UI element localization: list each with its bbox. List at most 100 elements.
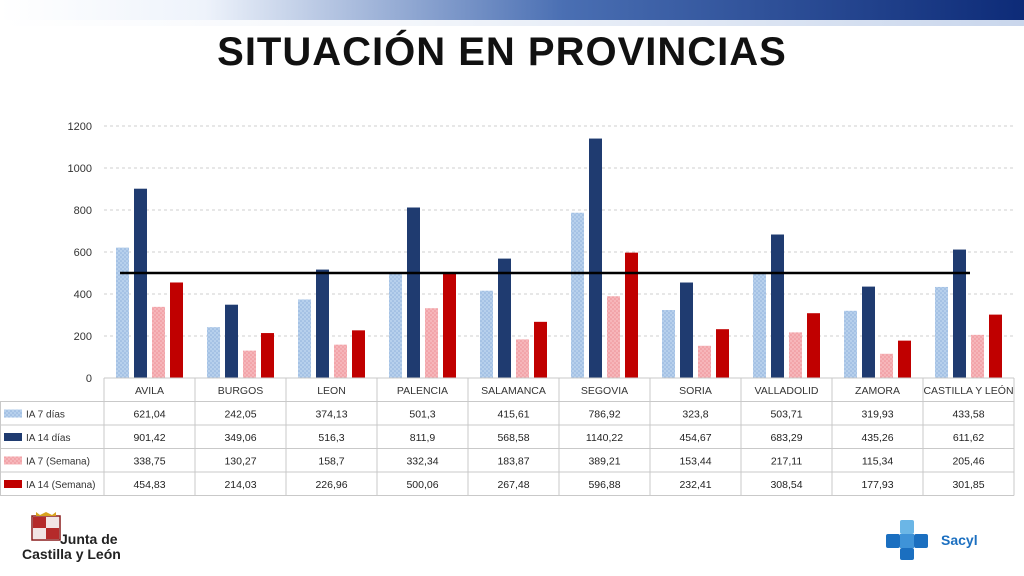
data-label: 516,3: [318, 432, 344, 444]
legend-label: IA 7 días: [26, 410, 65, 421]
data-label: 226,96: [315, 479, 347, 491]
sacyl-logo-text: Sacyl: [941, 532, 978, 548]
category-label: ZAMORA: [855, 385, 900, 397]
y-tick-label: 400: [74, 289, 92, 301]
y-tick-label: 0: [86, 373, 92, 385]
data-label: 433,58: [952, 409, 984, 421]
data-label: 786,92: [588, 409, 620, 421]
bar-1: [116, 247, 129, 378]
data-label: 130,27: [224, 456, 256, 468]
slide-title: SITUACIÓN EN PROVINCIAS: [217, 30, 787, 74]
data-label: 389,21: [588, 456, 620, 468]
data-label: 374,13: [315, 409, 347, 421]
bar-3: [152, 306, 165, 378]
bar-4: [443, 272, 456, 378]
bar-4: [807, 313, 820, 378]
data-label: 153,44: [679, 456, 711, 468]
data-label: 205,46: [952, 456, 984, 468]
sacyl-logo-icon: [886, 520, 928, 560]
bar-4: [352, 330, 365, 378]
data-label: 338,75: [133, 456, 165, 468]
junta-logo-text-2: Castilla y León: [22, 546, 121, 562]
data-label: 214,03: [224, 479, 256, 491]
category-label: SEGOVIA: [581, 385, 628, 397]
footer-band: [0, 505, 1024, 576]
category-label: BURGOS: [218, 385, 264, 397]
legend-swatch: [4, 480, 22, 488]
junta-castilla-leon-logo: [31, 512, 61, 541]
data-label: 177,93: [861, 479, 893, 491]
top-decorative-band-light: [0, 20, 1024, 26]
bar-3: [425, 308, 438, 378]
data-label: 568,58: [497, 432, 529, 444]
data-label: 323,8: [682, 409, 708, 421]
data-label: 267,48: [497, 479, 529, 491]
bar-4: [625, 252, 638, 378]
data-label: 811,9: [410, 432, 436, 444]
data-label: 158,7: [318, 456, 344, 468]
legend-label: IA 14 días: [26, 433, 70, 444]
data-label: 596,88: [588, 479, 620, 491]
data-label: 242,05: [224, 409, 256, 421]
bar-4: [261, 333, 274, 378]
y-tick-label: 800: [74, 205, 92, 217]
bar-2: [589, 138, 602, 378]
y-tick-label: 1200: [68, 121, 92, 133]
bar-3: [971, 334, 984, 378]
bar-3: [243, 350, 256, 378]
legend-swatch: [4, 456, 22, 465]
legend-swatch: [4, 409, 22, 418]
bar-2: [862, 286, 875, 378]
y-tick-label: 200: [74, 331, 92, 343]
bar-2: [134, 188, 147, 378]
data-label: 683,29: [770, 432, 802, 444]
data-label: 611,62: [953, 432, 984, 444]
data-label: 901,42: [133, 432, 165, 444]
junta-logo-text-1: Junta de: [60, 531, 118, 547]
legend-swatch: [4, 433, 22, 441]
data-label: 217,11: [771, 456, 802, 468]
data-label: 621,04: [133, 409, 165, 421]
bar-3: [607, 296, 620, 378]
bar-4: [716, 329, 729, 378]
bar-3: [698, 345, 711, 378]
bar-2: [498, 258, 511, 378]
data-label: 301,85: [952, 479, 984, 491]
chart: 0 200 400 600 800 1000 1200 AVILA BURGOS LEON PAL…: [0, 121, 1015, 496]
bar-2: [316, 269, 329, 378]
data-label: 503,71: [770, 409, 802, 421]
data-label: 319,93: [861, 409, 893, 421]
bar-1: [753, 272, 766, 378]
bar-3: [516, 339, 529, 378]
category-label: CASTILLA Y LEÓN: [923, 384, 1013, 397]
data-label: 415,61: [497, 409, 529, 421]
bar-1: [207, 327, 220, 378]
bar-1: [662, 310, 675, 378]
bar-2: [407, 207, 420, 378]
bar-4: [170, 282, 183, 378]
legend-label: IA 14 (Semana): [26, 480, 95, 491]
data-label: 308,54: [770, 479, 802, 491]
bar-2: [225, 304, 238, 378]
category-label: AVILA: [135, 385, 164, 397]
bar-2: [771, 234, 784, 378]
data-label: 349,06: [224, 432, 256, 444]
data-label: 115,34: [862, 456, 893, 468]
bar-3: [880, 353, 893, 378]
legend-label: IA 7 (Semana): [26, 457, 90, 468]
category-label: PALENCIA: [397, 385, 448, 397]
bar-1: [389, 272, 402, 378]
bar-1: [480, 290, 493, 378]
data-label: 501,3: [409, 409, 435, 421]
bar-3: [789, 332, 802, 378]
bar-1: [298, 299, 311, 378]
data-label: 500,06: [406, 479, 438, 491]
data-label: 454,83: [133, 479, 165, 491]
bar-2: [953, 249, 966, 378]
bar-1: [571, 212, 584, 378]
bar-3: [334, 344, 347, 378]
data-label: 1140,22: [586, 432, 623, 444]
bar-4: [898, 340, 911, 378]
top-decorative-band: [0, 0, 1024, 20]
bar-1: [935, 286, 948, 378]
